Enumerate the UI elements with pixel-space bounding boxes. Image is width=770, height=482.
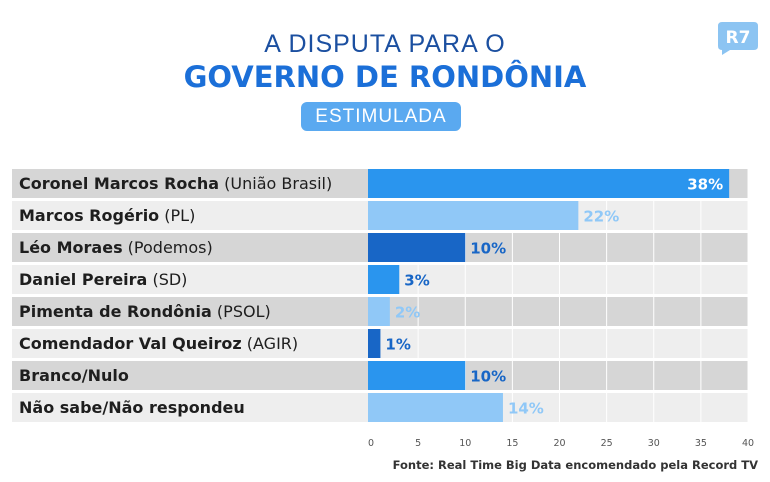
category-label: Daniel Pereira (SD) [19,265,187,294]
category-label: Marcos Rogério (PL) [19,201,195,230]
category-band: Pimenta de Rondônia (PSOL) [12,297,368,326]
category-label: Comendador Val Queiroz (AGIR) [19,329,298,358]
x-tick-label: 20 [553,438,565,449]
category-party: (PL) [159,206,196,225]
category-name: Coronel Marcos Rocha [19,174,220,193]
logo-text: R7 [726,28,751,48]
category-name: Não sabe/Não respondeu [19,398,245,417]
category-band: Marcos Rogério (PL) [12,201,368,230]
x-tick-label: 25 [601,438,613,449]
category-party: (PSOL) [211,302,271,321]
category-band: Léo Moraes (Podemos) [12,233,368,262]
category-name: Pimenta de Rondônia [19,302,212,321]
category-name: Branco/Nulo [19,366,129,385]
data-label: 14% [508,400,544,418]
category-band: Daniel Pereira (SD) [12,265,368,294]
category-name: Léo Moraes [19,238,123,257]
x-tick-label: 10 [459,438,471,449]
category-label: Não sabe/Não respondeu [19,393,245,422]
category-label: Pimenta de Rondônia (PSOL) [19,297,271,326]
x-tick-label: 35 [695,438,707,449]
header: A DISPUTA PARA O GOVERNO DE RONDÔNIA EST… [0,0,770,140]
bar [368,297,390,326]
bar [368,361,466,390]
bar [368,265,400,294]
category-party: (AGIR) [241,334,299,353]
bar [368,201,579,230]
title-line-1: A DISPUTA PARA O [264,30,506,58]
data-label: 22% [583,208,619,226]
x-tick-label: 30 [648,438,660,449]
category-label: Coronel Marcos Rocha (União Brasil) [19,169,332,198]
category-band: Coronel Marcos Rocha (União Brasil) [12,169,368,198]
x-tick-label: 5 [415,438,421,449]
data-label: 38% [687,176,723,194]
bar [368,169,730,198]
data-label: 2% [395,304,420,322]
category-band: Branco/Nulo [12,361,368,390]
source-note: Fonte: Real Time Big Data encomendado pe… [392,458,758,472]
category-party: (SD) [147,270,188,289]
chart-title: GOVERNO DE RONDÔNIA [183,60,587,94]
category-name: Marcos Rogério [19,206,160,225]
bar [368,329,381,358]
bar [368,393,503,422]
data-label: 3% [404,272,429,290]
category-name: Daniel Pereira [19,270,148,289]
subtitle-badge: ESTIMULADA [301,102,461,131]
x-tick-label: 40 [742,438,754,449]
category-band: Comendador Val Queiroz (AGIR) [12,329,368,358]
category-party: (União Brasil) [219,174,333,193]
category-band: Não sabe/Não respondeu [12,393,368,422]
category-label: Branco/Nulo [19,361,129,390]
category-party: (Podemos) [122,238,213,257]
category-label: Léo Moraes (Podemos) [19,233,213,262]
category-name: Comendador Val Queiroz [19,334,242,353]
data-label: 1% [385,336,410,354]
bar [368,233,466,262]
x-tick-label: 15 [506,438,518,449]
r7-logo: R7 [718,22,758,55]
x-tick-label: 0 [368,438,374,449]
data-label: 10% [470,368,506,386]
data-label: 10% [470,240,506,258]
